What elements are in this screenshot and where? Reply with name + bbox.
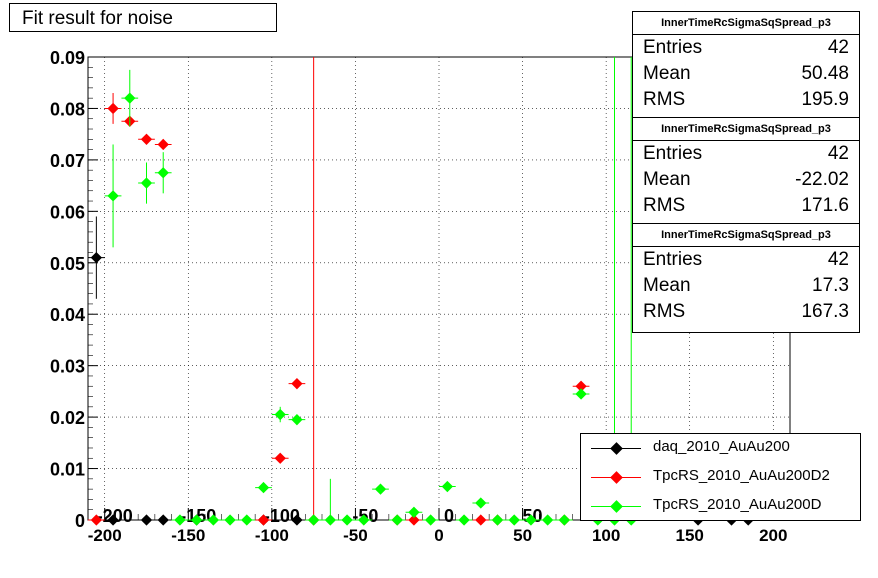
rms-label: RMS [643, 89, 686, 110]
data-point [441, 480, 454, 493]
legend-entry-tpcrs-d2: TpcRS_2010_AuAu200D2 [581, 463, 860, 492]
mean-label: Mean [643, 63, 691, 84]
data-point [190, 514, 203, 526]
data-point [140, 514, 153, 526]
entries-label: Entries [643, 249, 703, 270]
data-point [157, 167, 169, 179]
y-tick-label: 0.05 [50, 254, 85, 274]
x-tick-label: -200 [88, 526, 122, 545]
stats-box-1: InnerTimeRcSigmaSqSpread_p3 Entries 42 Me… [632, 11, 860, 121]
x-tick-label: -100 [255, 526, 289, 545]
stats-box-3: InnerTimeRcSigmaSqSpread_p3 Entries 42 Me… [632, 223, 860, 333]
legend: daq_2010_AuAu200 TpcRS_2010_AuAu200D2 Tp… [580, 433, 861, 521]
data-point [291, 414, 303, 426]
data-point [341, 514, 353, 526]
entries-value: 42 [827, 37, 849, 58]
data-point [475, 497, 487, 509]
entries-value: 42 [827, 249, 849, 270]
y-tick-label: 0.01 [50, 460, 85, 480]
entries-label: Entries [643, 37, 703, 58]
data-point [224, 514, 236, 526]
data-point [291, 378, 303, 390]
legend-label: daq_2010_AuAu200 [653, 438, 790, 455]
data-point [90, 251, 103, 264]
series-TpcRS_2010_AuAu200D2 [88, 57, 590, 526]
y-tick-label: 0.02 [50, 408, 85, 428]
data-point [424, 514, 437, 526]
data-point [241, 514, 253, 526]
data-point [274, 452, 286, 464]
data-point [391, 514, 403, 526]
x-tick-label: -150 [171, 526, 205, 545]
stats-name: InnerTimeRcSigmaSqSpread_p3 [633, 118, 859, 141]
rms-value: 167.3 [801, 301, 849, 322]
entries-value: 42 [827, 143, 849, 164]
y-tick-label: 0.06 [50, 202, 85, 222]
rms-value: 195.9 [801, 89, 849, 110]
overlay-tick-label: -100 [264, 506, 300, 526]
legend-entry-daq: daq_2010_AuAu200 [581, 434, 860, 463]
legend-marker [610, 500, 623, 513]
mean-value: 17.3 [812, 275, 849, 296]
x-tick-label: 150 [676, 526, 704, 545]
rms-label: RMS [643, 301, 686, 322]
legend-entry-tpcrs-d: TpcRS_2010_AuAu200D [581, 492, 860, 521]
data-point [408, 506, 420, 518]
y-tick-label: 0.04 [50, 305, 85, 325]
data-point [107, 190, 119, 202]
data-point [140, 177, 153, 189]
data-point [491, 514, 504, 526]
data-point [257, 514, 270, 526]
data-point [475, 514, 487, 526]
y-tick-label: 0 [75, 511, 85, 531]
legend-label: TpcRS_2010_AuAu200D [653, 496, 822, 513]
mean-label: Mean [643, 169, 691, 190]
data-point [307, 514, 320, 526]
data-point [291, 514, 303, 526]
legend-label: TpcRS_2010_AuAu200D2 [653, 467, 830, 484]
data-point [508, 514, 520, 526]
stats-name: InnerTimeRcSigmaSqSpread_p3 [633, 12, 859, 35]
mean-value: 50.48 [801, 63, 849, 84]
legend-marker [610, 471, 623, 484]
data-point [358, 514, 370, 526]
data-point [124, 92, 136, 104]
x-tick-label: 0 [434, 526, 443, 545]
data-point [257, 481, 270, 494]
data-point [207, 514, 220, 526]
data-point [575, 380, 587, 392]
data-point [157, 138, 169, 151]
data-point [525, 514, 537, 526]
y-tick-label: 0.08 [50, 99, 85, 119]
y-tick-label: 0.07 [50, 151, 85, 171]
data-point [575, 388, 587, 400]
data-point [174, 514, 186, 526]
mean-label: Mean [643, 275, 691, 296]
data-point [458, 514, 470, 526]
stats-name: InnerTimeRcSigmaSqSpread_p3 [633, 224, 859, 247]
data-point [374, 483, 387, 495]
data-point [274, 408, 286, 421]
y-tick-label: 0.03 [50, 357, 85, 377]
mean-value: -22.02 [795, 169, 849, 190]
stats-box-2: InnerTimeRcSigmaSqSpread_p3 Entries 42 Me… [632, 117, 860, 227]
data-point [558, 514, 571, 526]
data-point [157, 514, 169, 526]
x-tick-label: 50 [513, 526, 532, 545]
data-point [324, 514, 337, 526]
rms-value: 171.6 [801, 195, 849, 216]
legend-marker [610, 442, 623, 455]
data-point [408, 514, 420, 526]
data-point [541, 514, 554, 526]
y-tick-label: 0.09 [50, 48, 85, 68]
chart-title: Fit result for noise [9, 3, 277, 32]
x-tick-label: -50 [343, 526, 368, 545]
overlay-tick-label: 0 [444, 506, 454, 526]
rms-label: RMS [643, 195, 686, 216]
x-tick-label: 100 [592, 526, 620, 545]
data-point [140, 133, 153, 145]
data-point [107, 102, 119, 115]
x-tick-label: 200 [759, 526, 787, 545]
entries-label: Entries [643, 143, 703, 164]
